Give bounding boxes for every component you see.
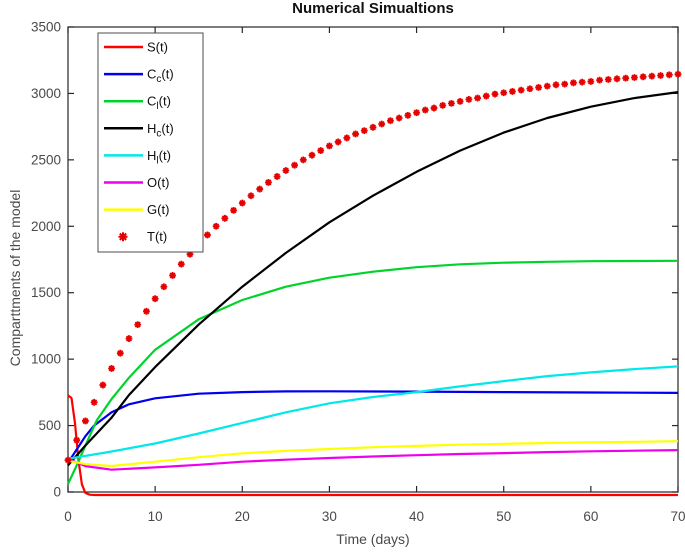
y-tick-label: 1000: [31, 352, 61, 367]
legend-marker-sample: [118, 232, 128, 242]
legend-box: [97, 32, 204, 253]
series-G(t): [67, 440, 679, 468]
y-tick-label: 2500: [31, 152, 61, 167]
x-tick-label: 30: [322, 509, 337, 524]
y-tick-label: 2000: [31, 219, 61, 234]
series-O(t): [67, 449, 679, 471]
legend-label-S(t): S(t): [147, 40, 168, 55]
legend-label-C_c(t): Cc(t): [147, 67, 174, 86]
series-S(t): [67, 394, 678, 497]
legend-label-O(t): O(t): [147, 175, 169, 190]
y-tick-label: 0: [53, 485, 61, 500]
x-tick-label: 0: [64, 509, 72, 524]
series-C_c(t): [67, 390, 679, 464]
y-tick-label: 500: [38, 418, 61, 433]
x-tick-label: 70: [670, 509, 685, 524]
legend-label-T(t): T(t): [147, 229, 167, 244]
x-tick-label: 10: [148, 509, 163, 524]
x-tick-label: 50: [496, 509, 511, 524]
legend-label-H_l(t): Hl(t): [147, 148, 171, 167]
x-tick-label: 40: [409, 509, 424, 524]
plot-box: [67, 26, 679, 493]
x-tick-label: 60: [583, 509, 598, 524]
y-tick-label: 1500: [31, 285, 61, 300]
legend-label-G(t): G(t): [147, 202, 169, 217]
x-axis-label: Time (days): [336, 531, 410, 547]
series-H_c(t): [67, 91, 679, 467]
y-tick-label: 3000: [31, 86, 61, 101]
legend-label-C_l(t): Cl(t): [147, 94, 171, 113]
y-tick-label: 3500: [31, 20, 61, 35]
y-axis-label: Comparttments of the model: [7, 189, 23, 367]
x-tick-label: 20: [235, 509, 250, 524]
chart-title: Numerical Simualtions: [292, 0, 454, 17]
legend-label-H_c(t): Hc(t): [147, 121, 174, 140]
series-H_l(t): [67, 365, 679, 460]
series-C_l(t): [67, 259, 679, 485]
